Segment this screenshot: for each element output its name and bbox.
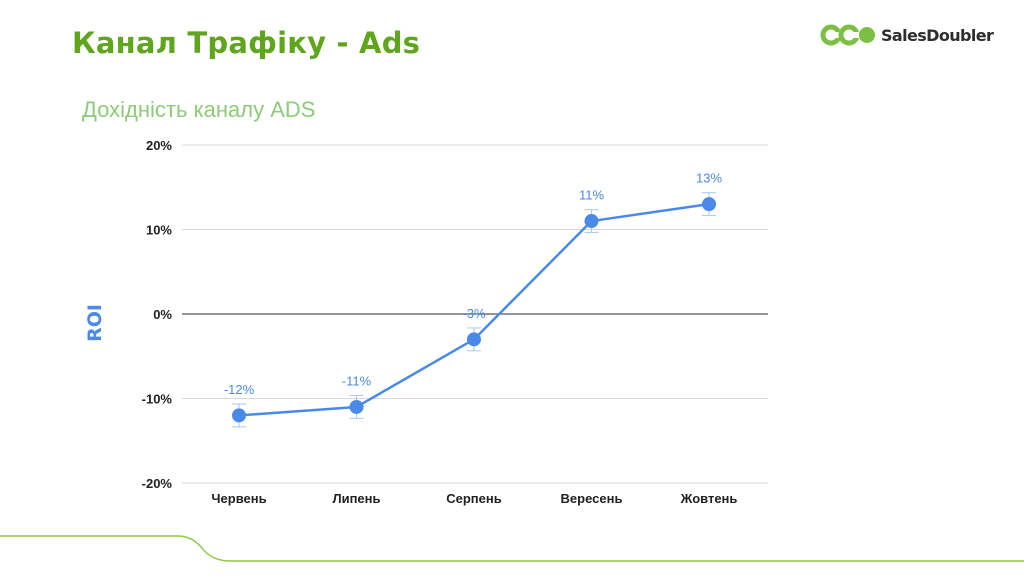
data-point	[584, 214, 599, 229]
data-point	[467, 332, 481, 347]
logo-text: SalesDoubler	[881, 25, 994, 45]
chart-title: Дохідність каналу ADS	[82, 97, 316, 122]
x-tick-label: Червень	[211, 491, 266, 506]
y-tick-label: 20%	[146, 138, 172, 153]
grid-lines	[182, 144, 768, 484]
data-label: 11%	[579, 188, 604, 203]
data-label: -11%	[342, 374, 372, 389]
data-label: -12%	[224, 382, 255, 397]
data-points	[232, 197, 716, 423]
data-label: -3%	[462, 306, 486, 321]
x-tick-label: Липень	[332, 491, 380, 506]
y-tick-label: -10%	[142, 392, 173, 407]
y-tick-label: 10%	[146, 223, 172, 238]
data-point	[702, 197, 716, 212]
x-tick-label: Вересень	[561, 491, 623, 506]
data-label: 13%	[696, 171, 722, 186]
data-point	[349, 399, 364, 414]
y-tick-label: 0%	[153, 307, 172, 322]
salesdoubler-logo-icon	[820, 24, 875, 46]
x-tick-labels: Червень Липень Серпень Вересень Жовтень	[211, 491, 737, 506]
x-tick-label: Серпень	[446, 491, 502, 506]
salesdoubler-logo: SalesDoubler	[820, 22, 994, 48]
data-point	[232, 408, 246, 423]
y-axis-title: ROI	[84, 304, 106, 342]
slide-title: Канал Трафіку - Ads	[72, 26, 421, 60]
y-tick-labels: 20% 10% 0% -10% -20%	[142, 138, 173, 491]
data-labels: -12% -11% -3% 11% 13%	[224, 171, 723, 397]
y-tick-label: -20%	[142, 476, 173, 491]
x-tick-label: Жовтень	[680, 491, 738, 506]
